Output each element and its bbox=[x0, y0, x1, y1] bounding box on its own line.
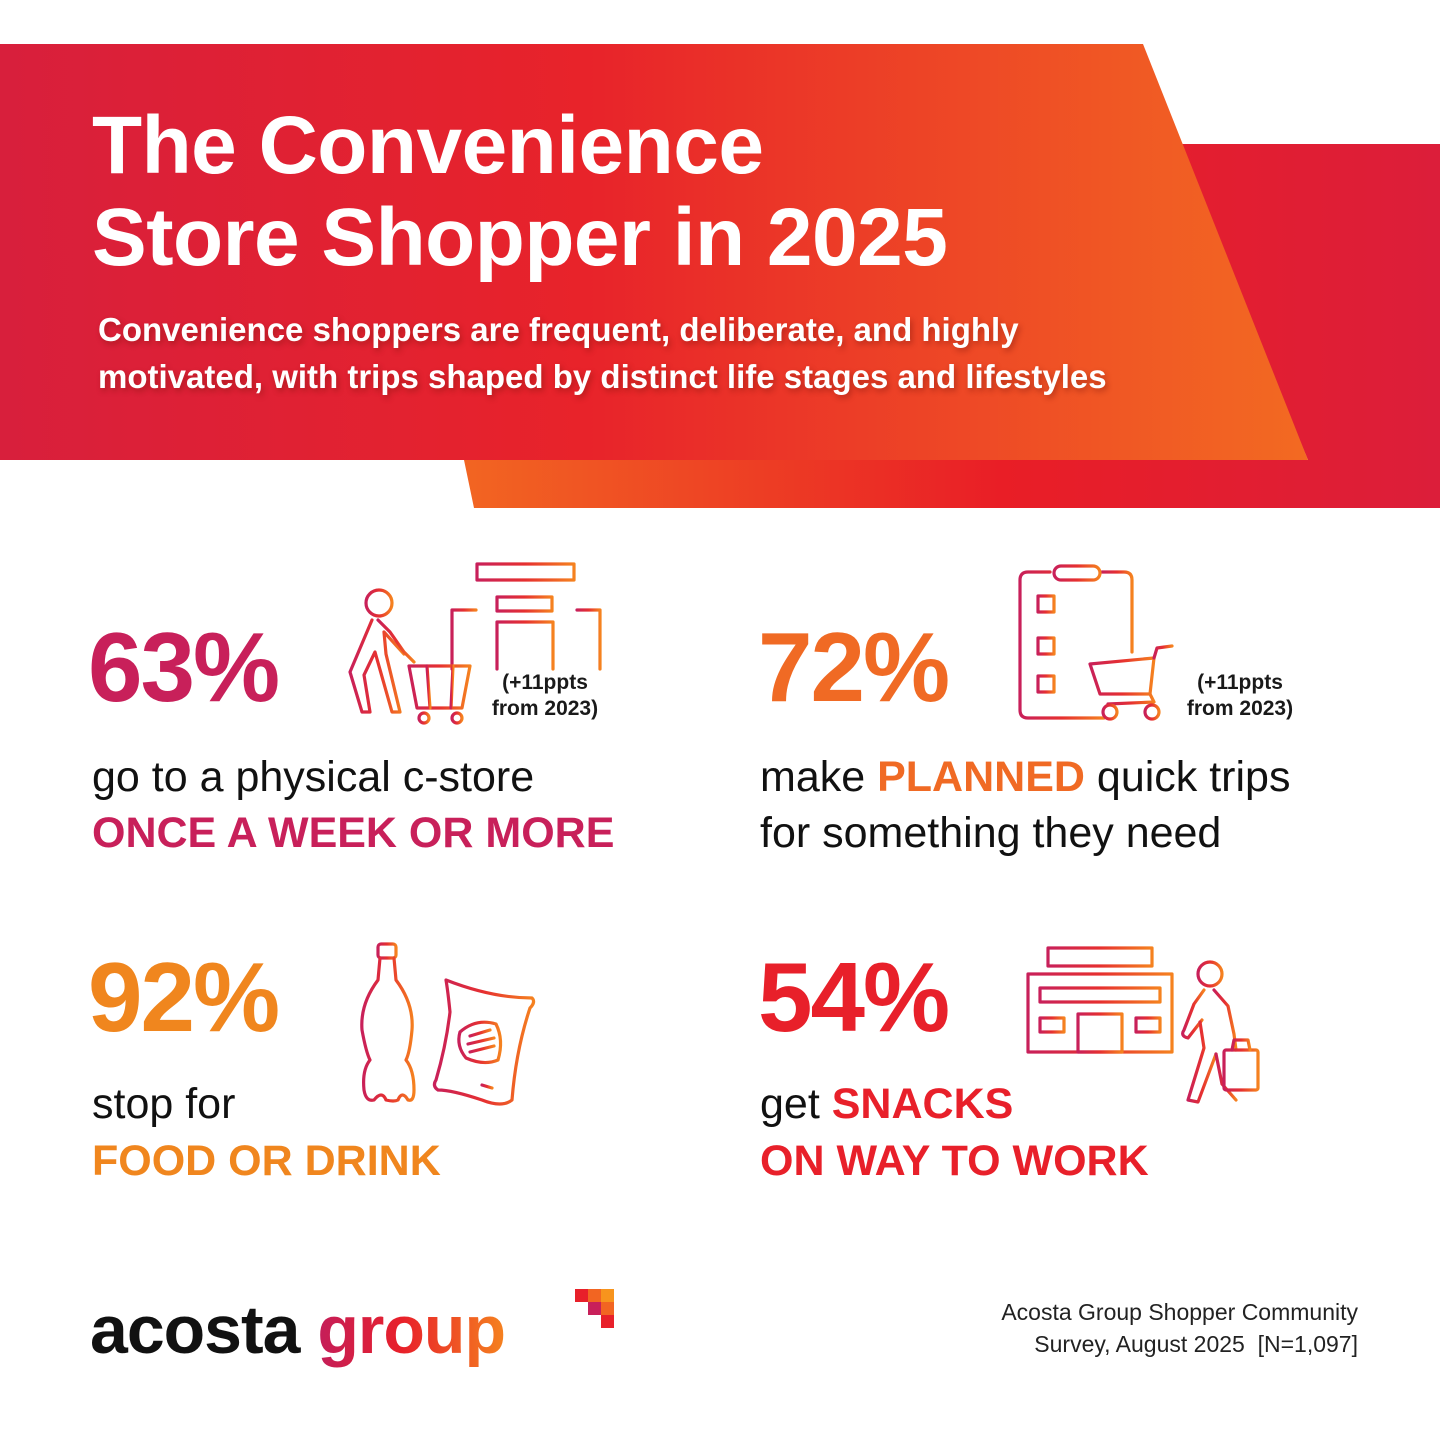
shopper-cart-store-icon bbox=[348, 562, 604, 725]
change-line-2: from 2023) bbox=[491, 697, 599, 720]
stat-percent: 92% bbox=[88, 942, 280, 1052]
checklist-cart-icon bbox=[1018, 564, 1174, 721]
title-line-2: Store Shopper in 2025 bbox=[92, 192, 948, 283]
subtitle-line-2: motivated, with trips shaped by distinct… bbox=[98, 358, 1107, 395]
stat-highlight: ONCE A WEEK OR MORE bbox=[92, 809, 615, 857]
title-line-1: The Convenience bbox=[92, 100, 764, 191]
source-line-2: Survey, August 2025 [N=1,097] bbox=[1034, 1331, 1358, 1357]
change-note: (+11ppts from 2023) bbox=[470, 670, 620, 722]
text-pre: get bbox=[760, 1080, 832, 1128]
stat-description: go to a physical c-store bbox=[92, 753, 535, 801]
banner-back-shape bbox=[464, 144, 1440, 508]
change-note: (+11ppts from 2023) bbox=[1165, 670, 1315, 722]
banner-front-shape bbox=[0, 44, 1308, 460]
text-post: quick trips bbox=[1084, 753, 1291, 801]
stat-highlight-2: ON WAY TO WORK bbox=[760, 1137, 1149, 1185]
logo-word-acosta: acosta bbox=[90, 1292, 300, 1368]
logo-word-group: group bbox=[317, 1292, 506, 1368]
store-commuter-icon bbox=[1018, 946, 1260, 1104]
logo-pixel-mark-icon bbox=[575, 1289, 614, 1328]
change-line-2: from 2023) bbox=[1186, 697, 1294, 720]
stat-description: get SNACKS bbox=[760, 1083, 1013, 1126]
stat-percent: 72% bbox=[758, 612, 950, 722]
stat-description: stop for bbox=[92, 1080, 236, 1128]
source-line-1: Acosta Group Shopper Community bbox=[1001, 1299, 1358, 1325]
acosta-group-logo: acosta group bbox=[90, 1296, 506, 1364]
stat-highlight: PLANNED bbox=[877, 753, 1085, 801]
change-line-1: (+11ppts bbox=[502, 671, 588, 694]
bottle-chips-icon bbox=[360, 942, 536, 1106]
stat-highlight: SNACKS bbox=[831, 1080, 1014, 1128]
subtitle-line-1: Convenience shoppers are frequent, delib… bbox=[98, 311, 1019, 348]
page-title: The Convenience Store Shopper in 2025 bbox=[92, 100, 948, 284]
stat-description-2: for something they need bbox=[760, 809, 1222, 857]
header-banner bbox=[0, 44, 1440, 508]
source-citation: Acosta Group Shopper Community Survey, A… bbox=[1001, 1296, 1358, 1360]
stat-percent: 54% bbox=[758, 942, 950, 1052]
stat-highlight: FOOD OR DRINK bbox=[92, 1137, 441, 1185]
stat-percent: 63% bbox=[88, 612, 280, 722]
stat-description: make PLANNED quick trips bbox=[760, 756, 1290, 799]
change-line-1: (+11ppts bbox=[1197, 671, 1283, 694]
page-subtitle: Convenience shoppers are frequent, delib… bbox=[98, 306, 1258, 400]
text-pre: make bbox=[760, 753, 878, 801]
